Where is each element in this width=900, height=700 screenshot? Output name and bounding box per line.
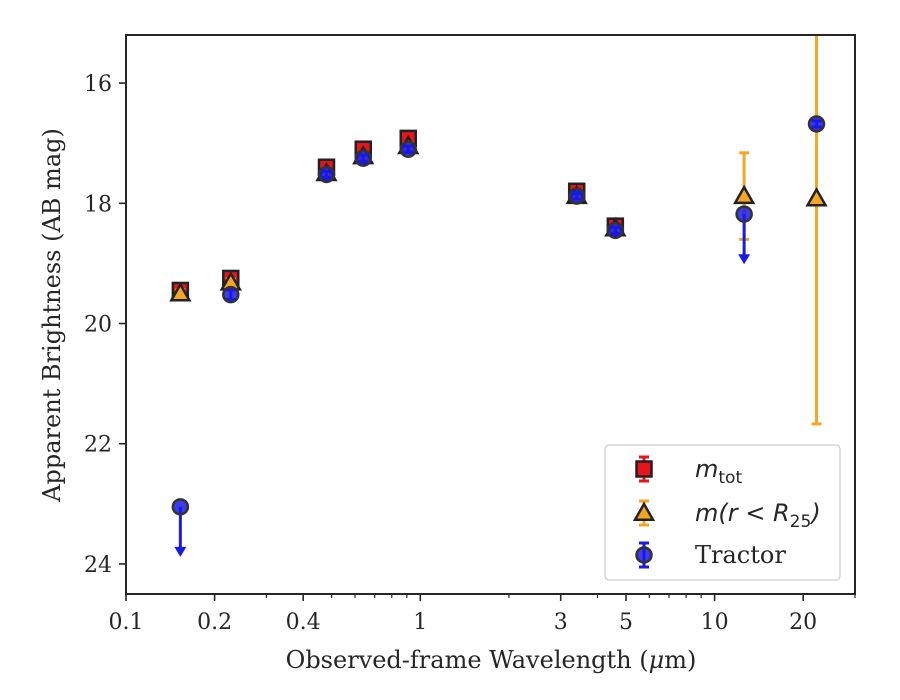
- x-tick-label: 3: [554, 610, 568, 635]
- x-axis-label: Observed-frame Wavelength (μm): [286, 646, 697, 674]
- y-tick-label: 20: [84, 313, 112, 338]
- legend-tractor-marker: [635, 546, 653, 564]
- x-tick-label: 0.2: [197, 610, 232, 635]
- tractor-point-8: [807, 115, 826, 133]
- legend-mtot-label-base: m: [695, 455, 718, 483]
- x-tick-label: 5: [619, 610, 633, 635]
- tractor-point-5: [567, 187, 586, 205]
- x-tick-label: 0.4: [286, 610, 321, 635]
- tractor-point-2: [317, 165, 336, 184]
- y-tick-label: 16: [84, 72, 112, 97]
- legend-mr25-label-paren: (r < R: [718, 499, 789, 527]
- data-group: [169, 35, 828, 557]
- x-tick-label: 10: [701, 610, 729, 635]
- legend-mtot-label-sub: tot: [718, 468, 742, 488]
- tractor-point-3: [354, 149, 373, 167]
- tractor-point-1: [222, 285, 240, 304]
- legend-box: [604, 444, 841, 581]
- tractor-point-7-upper-limit-arrow: [738, 254, 751, 265]
- legend-mtot-marker: [635, 460, 653, 478]
- x-tick-label: 1: [413, 610, 427, 635]
- y-tick-label: 18: [84, 192, 112, 217]
- tractor-point-7: [735, 205, 753, 223]
- legend-mr25-label: m(r < R25): [695, 499, 821, 532]
- mr25-point-7: [732, 184, 756, 205]
- x-axis-label-mu: μ: [649, 646, 665, 674]
- mr25-point-8: [805, 186, 828, 207]
- tractor-point-0: [171, 498, 190, 516]
- legend-mr25-label-paren-close: ): [809, 499, 820, 527]
- tractor-point-4: [399, 140, 417, 158]
- axes: 0.1 0.2 0.4 1 3 5 10 20 16 18 20 22 24: [84, 34, 856, 635]
- axes-frame: [125, 34, 856, 595]
- legend-mr25-label-base: m: [695, 499, 718, 527]
- legend-mr25-label-sub: 25: [790, 512, 812, 532]
- legend-mr25-marker: [632, 501, 656, 521]
- plot-area: [169, 35, 828, 557]
- mr25-point-0: [169, 281, 192, 302]
- legend-tractor-label: Tractor: [695, 541, 786, 569]
- y-tick-label: 22: [84, 433, 112, 458]
- legend-mtot-label: mtot: [695, 455, 742, 488]
- tractor-point-0-upper-limit-arrow: [174, 546, 187, 557]
- x-tick-label: 20: [789, 610, 817, 635]
- x-tick-label: 0.1: [109, 610, 144, 635]
- y-tick-label: 24: [84, 553, 112, 578]
- y-axis-label: Apparent Brightness (AB mag): [38, 128, 66, 503]
- tractor-point-6: [606, 221, 625, 240]
